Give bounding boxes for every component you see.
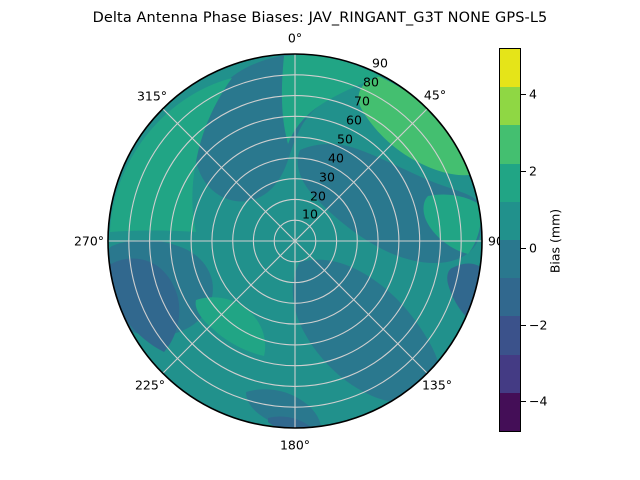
colorbar-band <box>500 278 520 317</box>
angular-tick-270: 270° <box>73 233 105 249</box>
contour-band-steel-blue-2 <box>268 416 319 428</box>
colorbar-band <box>500 316 520 355</box>
contour-band-green-2 <box>281 54 380 144</box>
radial-tick-40: 40 <box>328 150 344 166</box>
radial-tick-10: 10 <box>302 206 318 222</box>
colorbar-ticklabel-4: 4 <box>529 86 537 102</box>
colorbar-band <box>500 163 520 202</box>
polar-outer-spine <box>107 53 483 429</box>
radial-tick-50: 50 <box>337 131 353 147</box>
colorbar-ticklabel-0: 0 <box>529 240 537 256</box>
radial-tick-80: 80 <box>363 74 379 90</box>
colorbar-band <box>500 392 520 432</box>
colorbar-tick-4 <box>521 94 526 96</box>
colorbar-gradient <box>499 48 521 432</box>
colorbar-band <box>500 201 520 241</box>
colorbar-axis-label: Bias (mm) <box>547 208 563 274</box>
radial-tick-20: 20 <box>310 188 326 204</box>
angular-tick-180: 180° <box>279 437 311 453</box>
colorbar-band <box>500 125 520 164</box>
colorbar-tick-0 <box>521 247 526 249</box>
angular-tick-225: 225° <box>134 377 166 393</box>
radial-tick-70: 70 <box>354 93 370 109</box>
colorbar-ticklabel-2: 2 <box>529 163 537 179</box>
angular-tick-135: 135° <box>421 377 453 393</box>
chart-title: Delta Antenna Phase Biases: JAV_RINGANT_… <box>92 10 548 26</box>
contour-band-teal-pocket <box>423 194 482 254</box>
colorbar-tick-2 <box>521 170 526 172</box>
colorbar-ticklabel-m2: −2 <box>529 317 548 332</box>
colorbar-tick-m4 <box>521 401 526 403</box>
angular-gridlines <box>108 54 482 428</box>
colorbar-band <box>500 87 520 126</box>
contour-band-teal-light <box>110 78 232 232</box>
colorbar-band <box>500 354 520 393</box>
angular-tick-315: 315° <box>136 88 168 104</box>
angular-tick-45: 45° <box>423 87 447 103</box>
colorbar-ticklabel-m4: −4 <box>529 393 548 409</box>
contour-band-steel-blue <box>108 258 180 352</box>
radial-tick-30: 30 <box>319 169 335 185</box>
colorbar-band <box>500 49 520 88</box>
radial-tick-60: 60 <box>346 112 362 128</box>
contour-band-green <box>358 76 476 176</box>
colorbar-tick-m2 <box>521 324 526 326</box>
colorbar: 4 2 0 −2 −4 <box>499 48 547 432</box>
radial-tick-90: 90 <box>372 55 388 71</box>
contour-band-teal-pocket-2 <box>195 297 266 356</box>
angular-tick-0: 0° <box>287 30 303 46</box>
colorbar-band <box>500 240 520 279</box>
